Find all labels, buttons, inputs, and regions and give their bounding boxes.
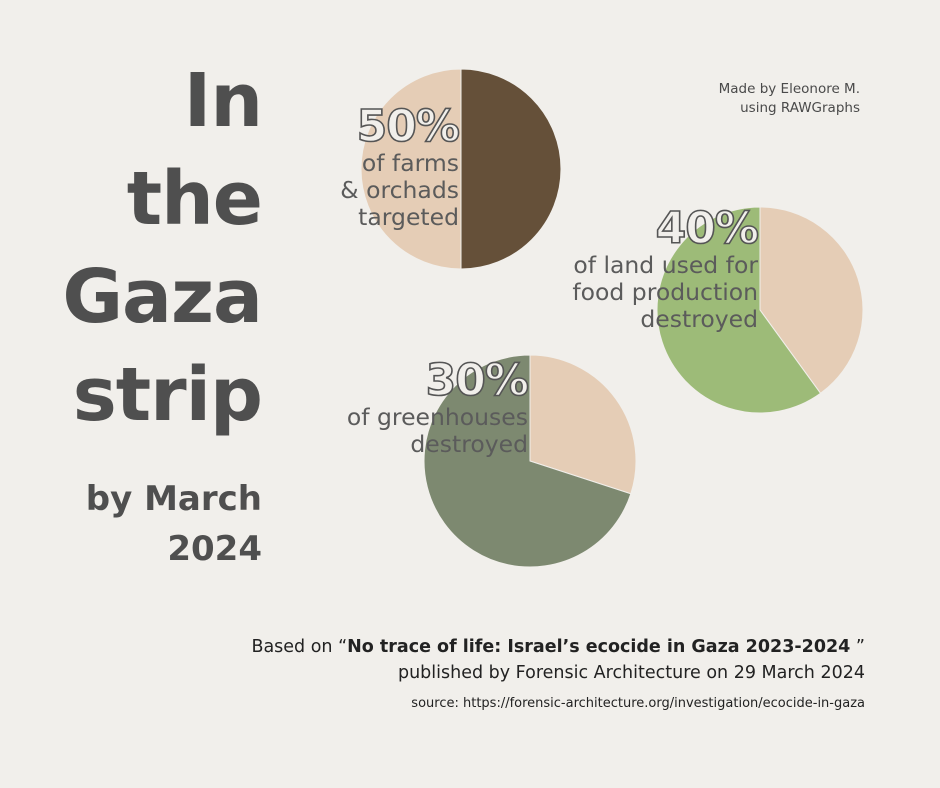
description-line: destroyed <box>640 305 758 333</box>
description-line: targeted <box>358 203 459 231</box>
footer-published: published by Forensic Architecture on 29… <box>397 663 865 683</box>
pie-land <box>656 206 864 414</box>
percentage-label: 40% <box>655 203 760 254</box>
title-line: In <box>183 58 263 144</box>
pie-slice-land-1 <box>656 206 822 414</box>
pie-greenhouses <box>423 354 637 568</box>
pie-slice-farms-1 <box>360 68 462 270</box>
pie-farms <box>360 68 562 270</box>
percentage-label: 30% <box>425 355 530 406</box>
description-line: & orchads <box>340 176 459 204</box>
pie-slice-greenhouses-0 <box>529 354 637 495</box>
label-greenhouses: 30% of greenhouses destroyed <box>346 355 530 458</box>
description-line: of land used for <box>573 251 758 279</box>
credit-line: Made by Eleonore M. <box>718 81 860 97</box>
credit-line: using RAWGraphs <box>740 100 860 116</box>
date-subtitle: by March 2024 <box>86 474 262 574</box>
footer-line: Based on “No trace of life: Israel’s eco… <box>251 634 865 660</box>
author-credit: Made by Eleonore M. using RAWGraphs <box>719 80 860 118</box>
pie-slice-farms-0 <box>460 68 562 270</box>
footer-prefix: Based on “ <box>251 637 348 657</box>
pie-slice-land-0 <box>759 206 864 395</box>
footer-suffix: ” <box>850 637 865 657</box>
percentage-label: 50% <box>356 101 461 152</box>
pie-slice-greenhouses-1 <box>423 354 632 568</box>
title-line: Gaza <box>62 254 263 340</box>
date-line: by March <box>85 479 262 519</box>
date-line: 2024 <box>167 529 262 569</box>
title-line: strip <box>72 352 263 438</box>
source-link[interactable]: source: https://forensic-architecture.or… <box>411 696 865 711</box>
description-line: of greenhouses <box>346 403 528 431</box>
label-land: 40% of land used for food production des… <box>572 203 760 333</box>
report-title: No trace of life: Israel’s ecocide in Ga… <box>347 637 851 657</box>
description-line: destroyed <box>410 430 528 458</box>
label-farms: 50% of farms & orchads targeted <box>340 101 461 231</box>
description-line: food production <box>572 278 758 306</box>
title-line: the <box>126 156 263 242</box>
description-line: of farms <box>361 149 459 177</box>
main-title: In the Gaza strip <box>62 52 263 444</box>
footer-source: Based on “No trace of life: Israel’s eco… <box>251 634 865 714</box>
